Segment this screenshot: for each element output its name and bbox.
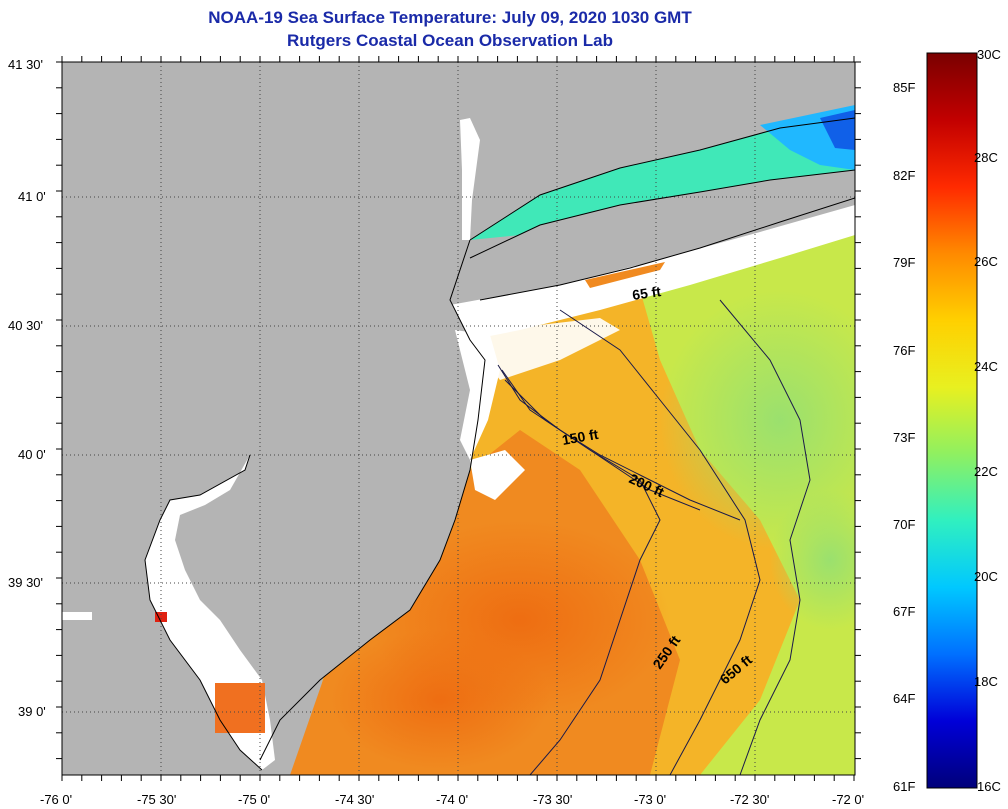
contour-label-150ft: 150 ft <box>561 426 600 448</box>
chart-title: NOAA-19 Sea Surface Temperature: July 09… <box>208 8 692 27</box>
latitude-labels: 41 30' 41 0' 40 30' 40 0' 39 30' 39 0' <box>8 57 46 719</box>
fahrenheit-label: 73F <box>893 430 915 445</box>
lon-label: -75 0' <box>238 792 270 807</box>
fahrenheit-label: 70F <box>893 517 915 532</box>
fahrenheit-label: 76F <box>893 343 915 358</box>
lon-label: -76 0' <box>40 792 72 807</box>
lon-label: -74 30' <box>335 792 374 807</box>
lat-label: 40 0' <box>18 447 46 462</box>
celsius-label: 30C <box>977 47 1001 62</box>
celsius-label: 24C <box>974 359 998 374</box>
long-island-sound <box>470 118 855 240</box>
fahrenheit-label: 79F <box>893 255 915 270</box>
lat-label: 39 0' <box>18 704 46 719</box>
delaware-bay-warm-pixels <box>215 683 265 733</box>
long-island <box>470 170 855 300</box>
map-plot-area: 65 ft 150 ft 200 ft 250 ft 650 ft <box>62 62 855 775</box>
lat-label: 41 30' <box>8 57 43 72</box>
bathymetry-contours <box>497 299 811 775</box>
lon-label: -73 30' <box>533 792 572 807</box>
celsius-label: 28C <box>974 150 998 165</box>
lat-label: 40 30' <box>8 318 43 333</box>
fahrenheit-label: 61F <box>893 779 915 794</box>
chart-subtitle: Rutgers Coastal Ocean Observation Lab <box>287 31 613 50</box>
colorbar-celsius-labels: 30C 28C 26C 24C 22C 20C 18C 16C <box>974 47 1001 794</box>
celsius-label: 26C <box>974 254 998 269</box>
no-data-strip <box>450 205 855 340</box>
colorbar <box>926 52 978 789</box>
celsius-label: 16C <box>977 779 1001 794</box>
fahrenheit-label: 67F <box>893 604 915 619</box>
axis-ticks <box>56 56 861 781</box>
fahrenheit-label: 85F <box>893 80 915 95</box>
celsius-label: 22C <box>974 464 998 479</box>
lon-label: -73 0' <box>634 792 666 807</box>
lon-label: -74 0' <box>436 792 468 807</box>
graticule <box>62 62 855 775</box>
celsius-label: 18C <box>974 674 998 689</box>
coastlines <box>144 117 855 771</box>
longitude-labels: -76 0' -75 30' -75 0' -74 30' -74 0' -73… <box>40 792 864 807</box>
celsius-label: 20C <box>974 569 998 584</box>
lon-label: -72 0' <box>832 792 864 807</box>
contour-label-65ft: 65 ft <box>631 283 662 303</box>
fahrenheit-label: 64F <box>893 691 915 706</box>
lat-label: 39 30' <box>8 575 43 590</box>
fahrenheit-label: 82F <box>893 168 915 183</box>
lat-label: 41 0' <box>18 189 46 204</box>
lon-label: -72 30' <box>730 792 769 807</box>
lon-label: -75 30' <box>137 792 176 807</box>
colorbar-fahrenheit-labels: 85F 82F 79F 76F 73F 70F 67F 64F 61F <box>893 80 915 794</box>
